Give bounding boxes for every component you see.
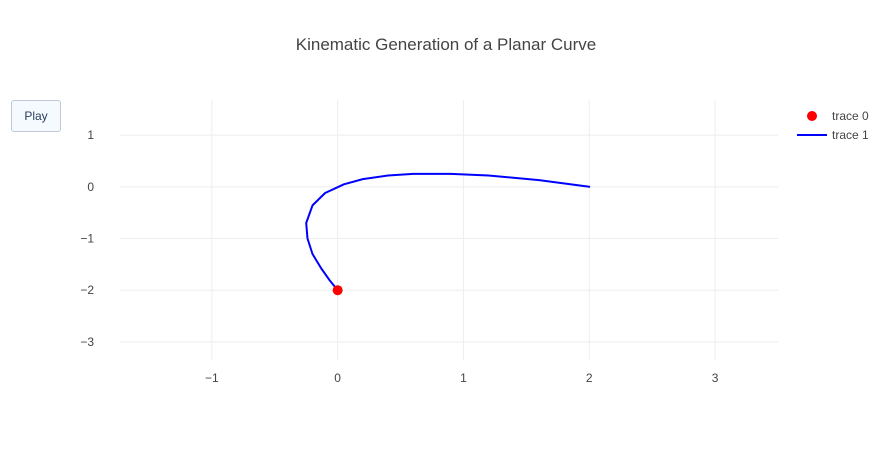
y-tick-label: 0 — [87, 180, 94, 194]
plot-area — [305, 172, 591, 296]
x-axis-ticks: −1 0 1 2 3 — [205, 371, 719, 385]
legend-label: trace 0 — [832, 109, 869, 123]
legend: trace 0 trace 1 — [797, 109, 869, 142]
y-tick-label: −1 — [80, 232, 94, 246]
x-tick-label: −1 — [205, 371, 219, 385]
y-tick-label: 1 — [87, 128, 94, 142]
legend-marker-icon — [807, 111, 817, 121]
y-tick-label: −2 — [80, 283, 94, 297]
x-tick-label: 3 — [712, 371, 719, 385]
x-tick-label: 2 — [586, 371, 593, 385]
play-button[interactable]: Play — [11, 100, 61, 132]
data-point-trace-0 — [332, 285, 343, 296]
y-tick-label: −3 — [80, 335, 94, 349]
legend-label: trace 1 — [832, 128, 869, 142]
x-tick-label: 0 — [334, 371, 341, 385]
grid-lines — [120, 100, 778, 360]
x-tick-label: 1 — [460, 371, 467, 385]
y-axis-ticks: 1 0 −1 −2 −3 — [80, 128, 94, 349]
series-line-trace-1 — [305, 172, 591, 292]
chart-title: Kinematic Generation of a Planar Curve — [296, 35, 597, 54]
